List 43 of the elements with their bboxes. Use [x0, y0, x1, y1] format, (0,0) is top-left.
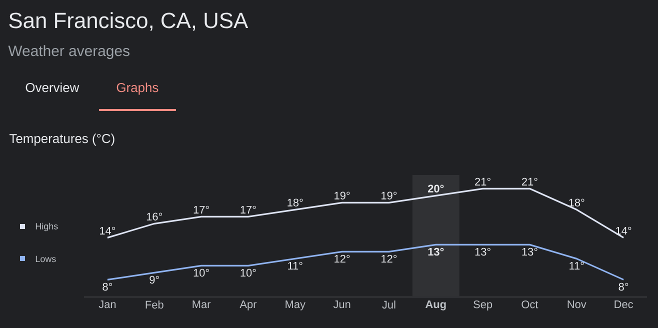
data-label: 11° [288, 262, 302, 270]
data-label: 10° [194, 268, 209, 277]
x-tick-label: Aug [426, 300, 446, 310]
data-label: 14° [100, 226, 116, 234]
x-tick-label: Dec [614, 300, 634, 308]
data-label: 8° [618, 282, 628, 291]
x-tick-label: Jan [98, 300, 116, 308]
data-label: 20° [428, 184, 444, 192]
legend-label: Lows [36, 256, 56, 262]
chart-title: San Francisco, CA, USA [9, 12, 248, 31]
data-label: 13° [475, 248, 490, 256]
x-tick-label: Jul [382, 300, 396, 309]
data-label: 18° [288, 198, 303, 206]
x-tick-label: Nov [568, 300, 586, 308]
x-tick-label: Oct [522, 300, 538, 308]
data-label: 19° [382, 192, 397, 200]
x-tick-label: Sep [474, 300, 492, 310]
chart-subtitle: Weather averages [8, 45, 130, 60]
data-label: 12° [382, 254, 397, 263]
x-tick-label: Feb [146, 300, 164, 309]
data-label: 17° [240, 206, 256, 214]
data-label: 21° [475, 178, 490, 186]
data-label: 19° [334, 192, 350, 200]
data-label: 13° [522, 248, 538, 256]
text: Graphs [116, 82, 158, 95]
text: Overview [26, 82, 80, 92]
x-tick-label: Mar [192, 300, 211, 308]
data-label: 17° [194, 206, 209, 214]
data-label: 12° [334, 254, 350, 263]
x-tick-label: Apr [240, 300, 257, 310]
data-label: 10° [240, 268, 256, 277]
data-label: 21° [522, 178, 538, 186]
legend-label: Highs [36, 222, 58, 232]
data-label: 16° [146, 212, 162, 220]
data-label: 18° [569, 198, 584, 206]
data-label: 13° [428, 248, 444, 256]
text: Temperatures (°C) [10, 134, 114, 146]
data-label: 8° [102, 282, 112, 291]
data-label: 14° [616, 226, 632, 234]
x-tick-label: Jun [333, 300, 350, 308]
x-tick-label: May [286, 300, 306, 310]
data-label: 9° [150, 276, 159, 284]
data-label: 11° [570, 262, 584, 270]
